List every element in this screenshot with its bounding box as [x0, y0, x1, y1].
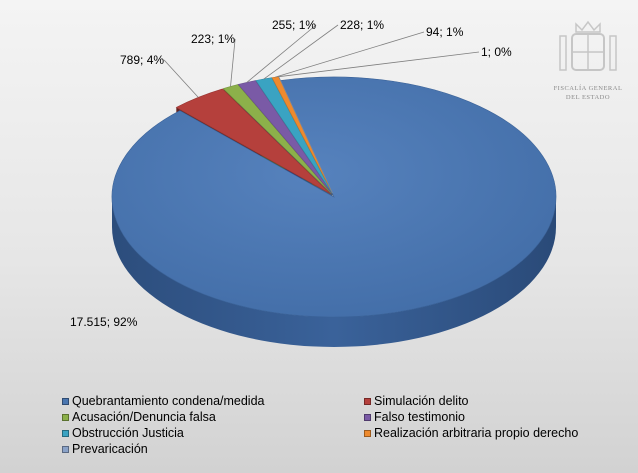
pie-slice-side-1 — [112, 197, 556, 347]
data-label-3: 223; 1% — [191, 32, 235, 46]
data-label-1: 17.515; 92% — [70, 315, 138, 329]
legend-label-7: Prevaricación — [72, 442, 148, 456]
leader-line-2 — [163, 59, 199, 98]
legend-label-4: Falso testimonio — [374, 410, 466, 424]
legend-label-5: Obstrucción Justicia — [72, 426, 184, 440]
chart-legend: Quebrantamiento condena/medida Simulación… — [62, 394, 622, 457]
logo-text-line1: FISCALÍA GENERAL — [553, 85, 623, 92]
legend-item-1: Quebrantamiento condena/medida — [62, 394, 364, 409]
legend-item-6: Realización arbitraria propio derecho — [364, 426, 622, 441]
data-label-7: 1; 0% — [481, 45, 512, 59]
logo-caption: FISCALÍA GENERAL DEL ESTADO — [538, 84, 638, 102]
logo-text-line2: DEL ESTADO — [565, 94, 611, 101]
legend-swatch-6 — [364, 430, 371, 437]
legend-item-4: Falso testimonio — [364, 410, 622, 425]
coat-of-arms-logo — [552, 12, 624, 102]
legend-label-6: Realización arbitraria propio derecho — [374, 426, 579, 440]
legend-swatch-2 — [364, 398, 371, 405]
legend-item-3: Acusación/Denuncia falsa — [62, 410, 364, 425]
legend-label-2: Simulación delito — [374, 394, 469, 408]
pie-slice-2 — [175, 88, 331, 195]
data-label-5: 228; 1% — [340, 18, 384, 32]
legend-swatch-5 — [62, 430, 69, 437]
leader-line-3 — [230, 38, 236, 87]
leader-line-4 — [246, 24, 317, 83]
legend-label-1: Quebrantamiento condena/medida — [72, 394, 265, 408]
leader-line-5 — [263, 24, 339, 80]
legend-item-2: Simulación delito — [364, 394, 622, 409]
legend-swatch-4 — [364, 414, 371, 421]
data-label-2: 789; 4% — [120, 53, 164, 67]
pie-slice-3 — [222, 84, 332, 194]
legend-swatch-1 — [62, 398, 69, 405]
leader-line-7 — [278, 51, 480, 78]
pie-slice-1 — [111, 76, 557, 318]
leader-line-6 — [275, 31, 425, 78]
legend-label-3: Acusación/Denuncia falsa — [72, 410, 216, 424]
data-label-4: 255; 1% — [272, 18, 316, 32]
legend-swatch-7 — [62, 446, 69, 453]
legend-item-7: Prevaricación — [62, 442, 364, 457]
legend-item-5: Obstrucción Justicia — [62, 426, 364, 441]
legend-swatch-3 — [62, 414, 69, 421]
data-label-6: 94; 1% — [426, 25, 464, 39]
pie-slice-4 — [237, 80, 332, 194]
